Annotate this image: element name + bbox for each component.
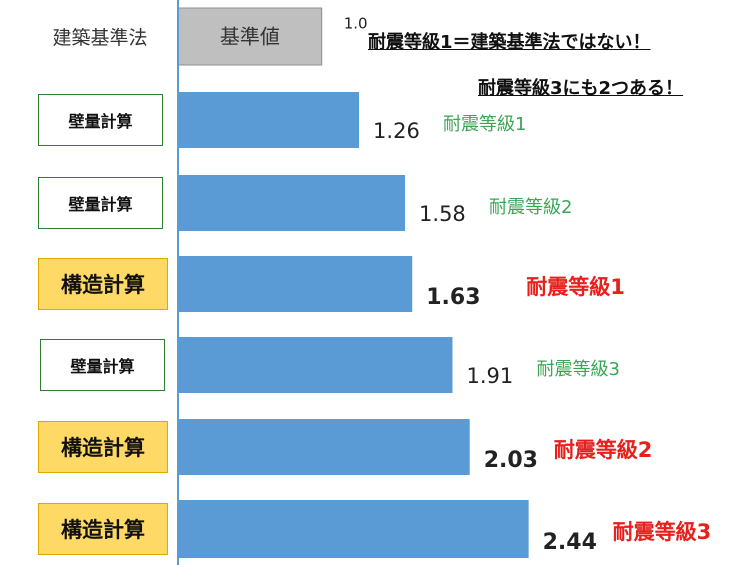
- value-label-3: 1.63: [426, 285, 480, 310]
- bar-6: [178, 500, 529, 558]
- headline-2: 耐震等級3にも2つある！: [478, 78, 684, 99]
- category-label-0: 建築基準法: [52, 27, 148, 49]
- category-label-6: 構造計算: [38, 503, 168, 555]
- category-label-4: 壁量計算: [40, 339, 165, 391]
- grade-label-1: 耐震等級1: [443, 114, 526, 135]
- grade-label-3: 耐震等級1: [526, 275, 625, 299]
- grade-label-4: 耐震等級3: [536, 359, 619, 380]
- grade-label-6: 耐震等級3: [613, 520, 712, 544]
- headline-1: 耐震等級1＝建築基準法ではない！: [368, 32, 651, 53]
- grade-label-2: 耐震等級2: [489, 197, 572, 218]
- category-label-1: 壁量計算: [38, 94, 163, 146]
- value-label-2: 1.58: [419, 202, 466, 226]
- value-label-1: 1.26: [373, 119, 420, 143]
- category-label-3: 構造計算: [38, 258, 168, 310]
- category-label-2: 壁量計算: [38, 177, 163, 229]
- category-label-5: 構造計算: [38, 421, 168, 473]
- bar-inner-label: 基準値: [220, 25, 280, 49]
- grade-label-5: 耐震等級2: [554, 438, 653, 462]
- bar-3: [178, 256, 413, 312]
- bar-5: [178, 419, 470, 475]
- value-label-5: 2.03: [484, 448, 538, 473]
- value-label-0: 1.0: [344, 15, 368, 33]
- bar-4: [178, 337, 453, 393]
- value-label-6: 2.44: [543, 530, 597, 555]
- bar-2: [178, 175, 406, 231]
- bar-1: [178, 92, 360, 148]
- value-label-4: 1.91: [466, 364, 513, 388]
